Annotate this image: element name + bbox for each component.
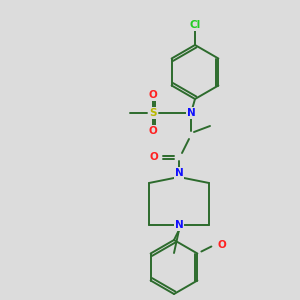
Text: N: N <box>187 108 195 118</box>
Text: O: O <box>150 152 158 162</box>
Text: S: S <box>149 108 157 118</box>
Text: Cl: Cl <box>189 20 201 30</box>
Text: O: O <box>148 90 158 100</box>
Text: N: N <box>175 168 183 178</box>
Text: O: O <box>217 241 226 250</box>
Text: O: O <box>148 126 158 136</box>
Text: N: N <box>175 220 183 230</box>
